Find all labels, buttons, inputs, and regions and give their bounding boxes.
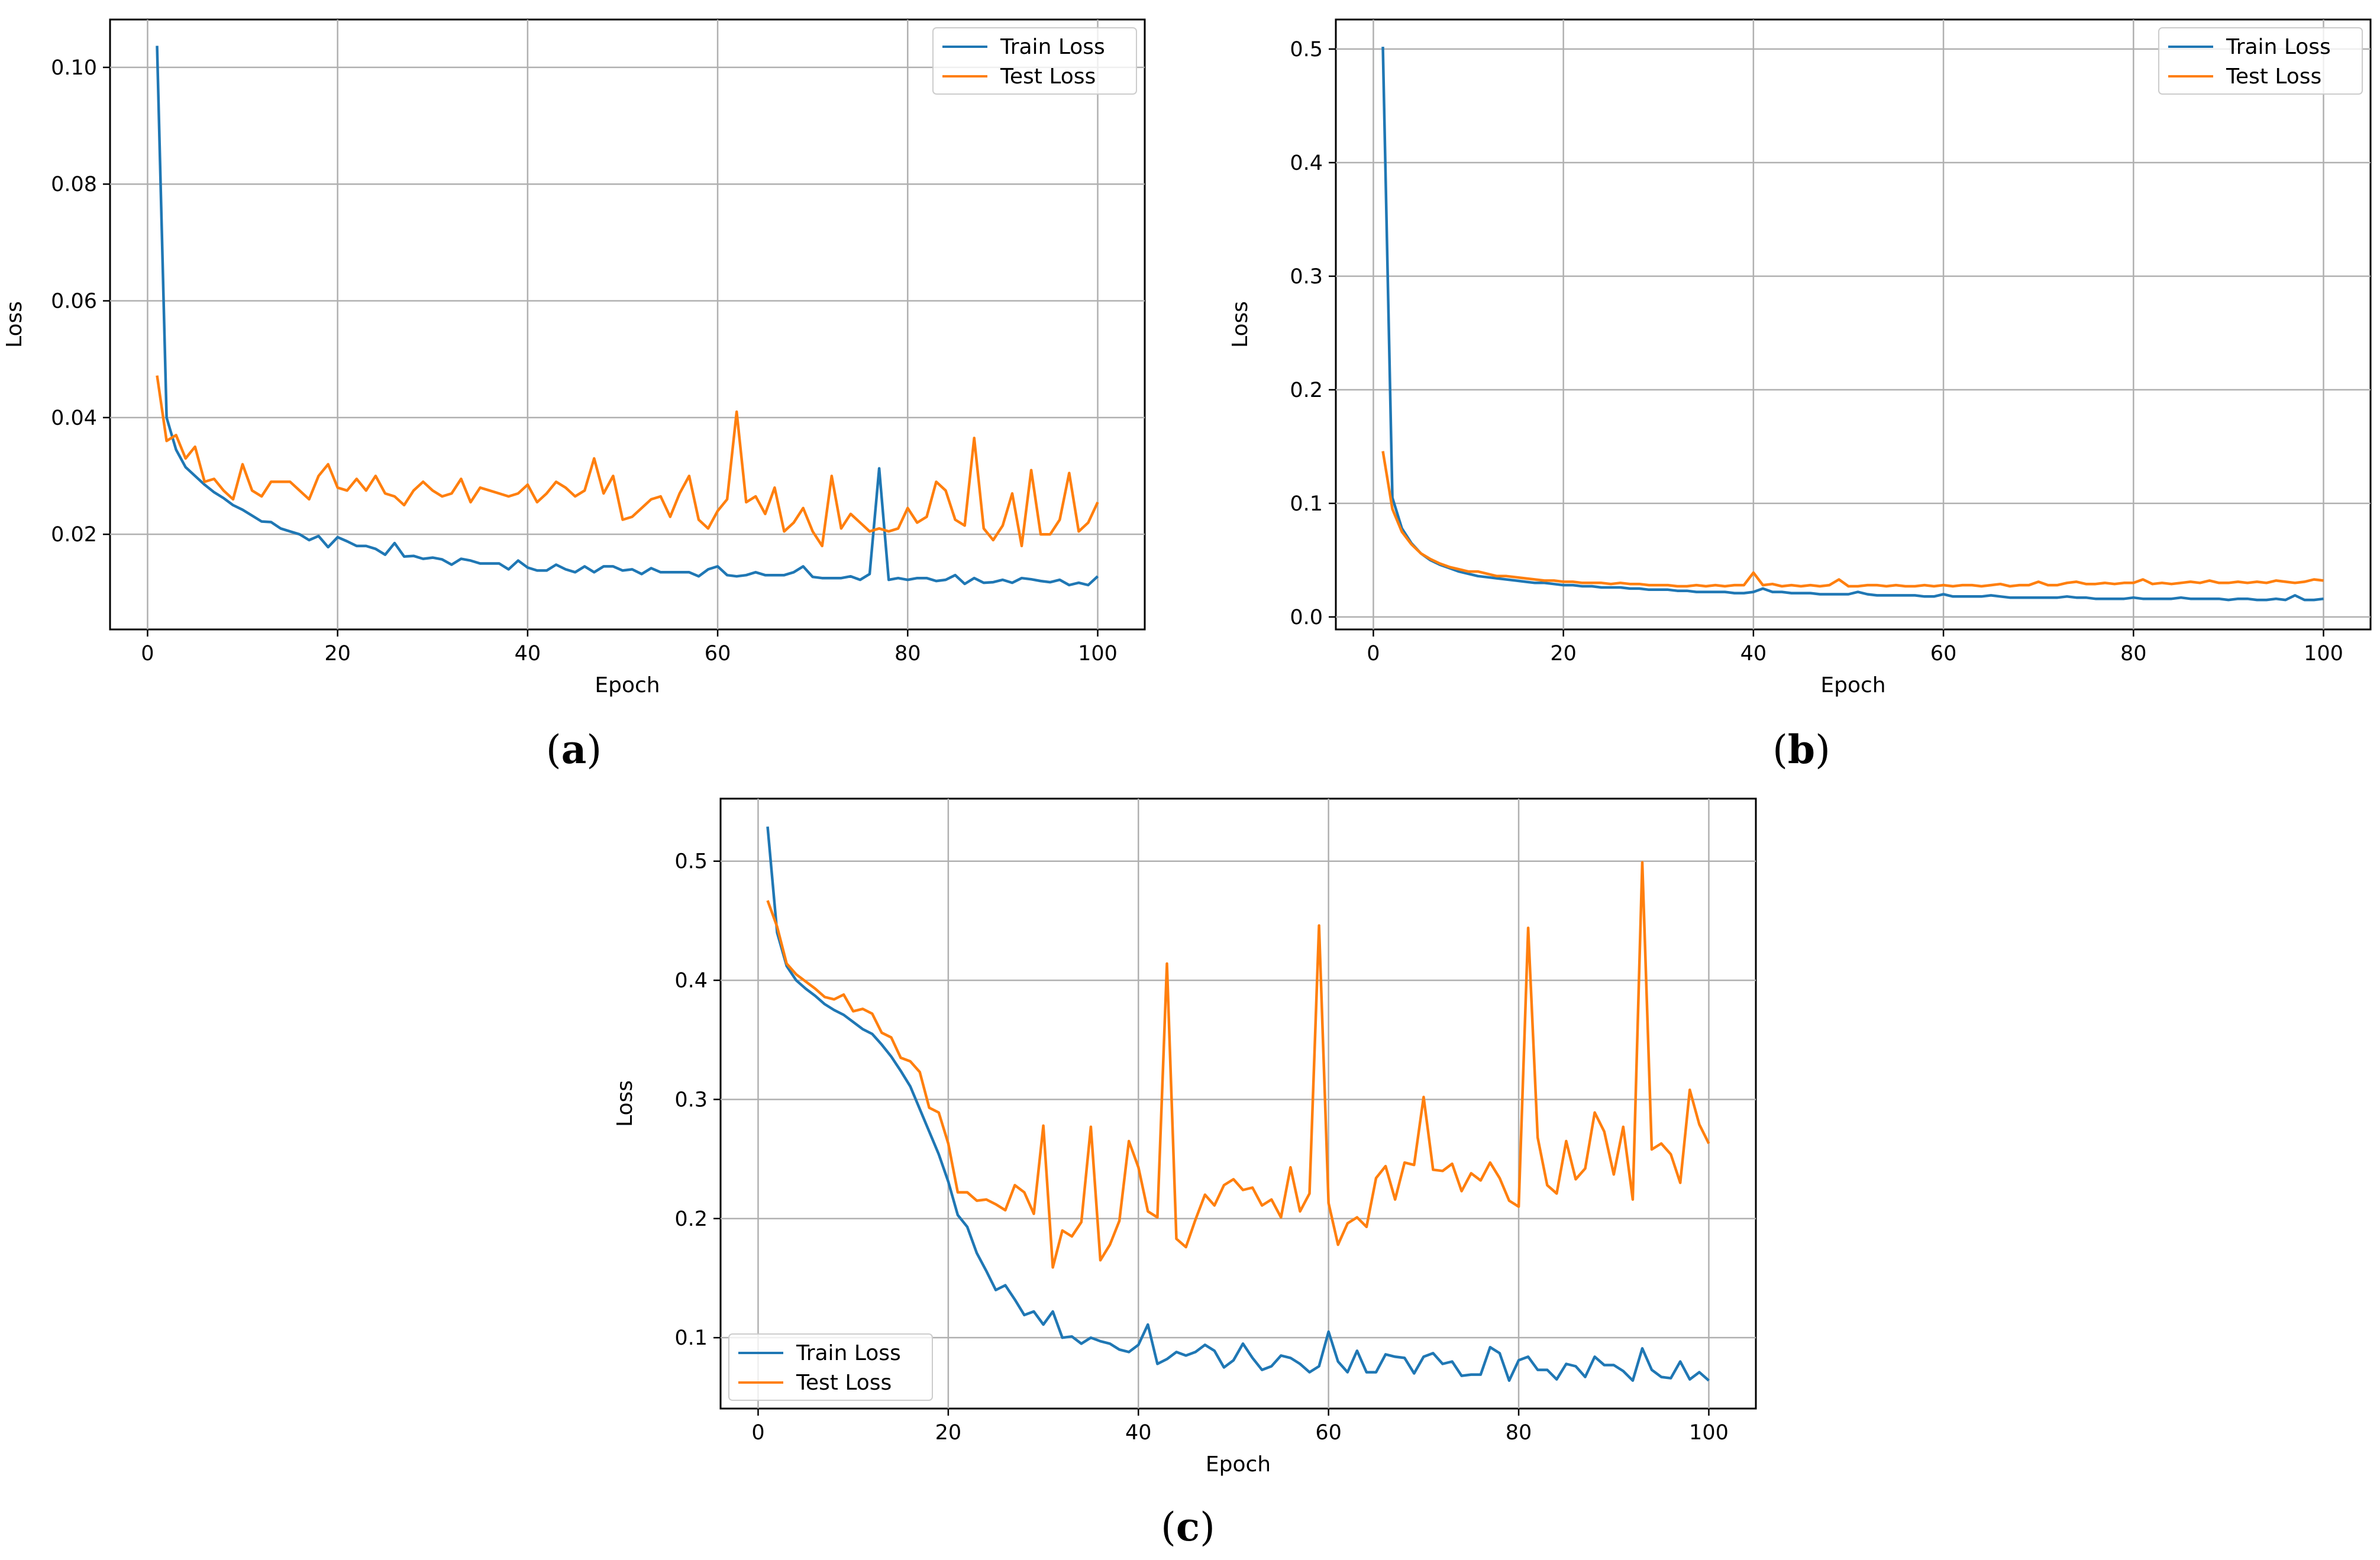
x-tick-label-a: 100 — [1078, 642, 1118, 666]
y-axis-label-b: Loss — [1228, 301, 1252, 348]
series-lines-a — [156, 46, 1099, 587]
grid-b — [1336, 20, 2371, 629]
series-lines-b — [1381, 47, 2324, 602]
series-line-test-a — [156, 375, 1099, 548]
y-tick-label-b: 0.5 — [1290, 38, 1323, 62]
x-tick-label-a: 20 — [324, 642, 351, 666]
y-tick-label-b: 0.0 — [1290, 606, 1323, 629]
grid-a — [110, 20, 1145, 629]
y-axis-label-c: Loss — [613, 1080, 637, 1127]
legend-entry-test-a: Test Loss — [1000, 64, 1096, 89]
y-tick-label-c: 0.5 — [674, 850, 708, 874]
y-tick-label-c: 0.1 — [674, 1326, 708, 1350]
subplot-c: 0 20 40 60 80 100 0.1 0.2 0.3 0.4 0.5 Epoch Loss T… — [613, 797, 1757, 1550]
series-line-test-c — [766, 861, 1710, 1269]
x-tick-label-b: 0 — [1367, 642, 1380, 666]
grid-c — [721, 799, 1756, 1409]
ticks-c: 0 20 40 60 80 100 0.1 0.2 0.3 0.4 0.5 — [674, 850, 1729, 1445]
x-tick-label-c: 100 — [1689, 1421, 1729, 1445]
plot-area-c — [719, 797, 1757, 1410]
series-line-test-b — [1381, 451, 2324, 588]
y-tick-label-b: 0.1 — [1290, 492, 1323, 516]
x-axis-label-a: Epoch — [595, 673, 660, 697]
x-tick-label-c: 40 — [1125, 1421, 1152, 1445]
legend-entry-test-c: Test Loss — [796, 1371, 892, 1395]
subplot-b: 0 20 40 60 80 100 0.0 0.1 0.2 0.3 0.4 0.5 Epoch Los… — [1228, 18, 2372, 773]
series-lines-c — [766, 826, 1710, 1382]
x-tick-label-c: 0 — [751, 1421, 764, 1445]
plot-area-b — [1335, 18, 2372, 631]
y-tick-label-b: 0.3 — [1290, 265, 1323, 289]
caption-letter-b: b — [1788, 726, 1815, 773]
x-tick-label-c: 60 — [1315, 1421, 1342, 1445]
y-tick-label-b: 0.4 — [1290, 151, 1323, 175]
caption-letter-a: a — [561, 726, 587, 773]
y-tick-label-a: 0.06 — [51, 290, 97, 314]
x-tick-label-a: 40 — [515, 642, 541, 666]
x-tick-label-b: 60 — [1930, 642, 1957, 666]
y-tick-label-c: 0.4 — [674, 969, 708, 993]
y-tick-label-c: 0.3 — [674, 1088, 708, 1112]
legend-entry-train-b: Train Loss — [2226, 35, 2331, 59]
y-axis-label-a: Loss — [2, 301, 27, 348]
series-line-train-b — [1381, 47, 2324, 602]
y-tick-label-a: 0.08 — [51, 173, 97, 196]
legend-b: Train Loss Test Loss — [2158, 27, 2363, 95]
caption-letter-c: c — [1176, 1504, 1200, 1550]
x-tick-label-a: 60 — [705, 642, 731, 666]
plot-area-a — [109, 18, 1146, 631]
y-tick-label-a: 0.10 — [51, 56, 97, 80]
x-axis-label-c: Epoch — [1206, 1452, 1271, 1477]
x-tick-label-c: 20 — [935, 1421, 962, 1445]
y-tick-label-a: 0.04 — [51, 406, 97, 430]
x-tick-label-a: 0 — [141, 642, 154, 666]
x-tick-label-b: 100 — [2304, 642, 2343, 666]
y-tick-label-b: 0.2 — [1290, 379, 1323, 402]
legend-entry-test-b: Test Loss — [2226, 64, 2321, 89]
caption-a: (a) — [546, 726, 602, 773]
x-axis-label-b: Epoch — [1820, 673, 1885, 697]
legend-entry-train-c: Train Loss — [796, 1341, 901, 1365]
x-tick-label-a: 80 — [894, 642, 921, 666]
x-tick-label-b: 80 — [2120, 642, 2147, 666]
x-tick-label-b: 40 — [1740, 642, 1767, 666]
legend-a: Train Loss Test Loss — [932, 27, 1137, 95]
caption-b: (b) — [1772, 726, 1830, 773]
series-line-train-c — [766, 826, 1710, 1382]
legend-c: Train Loss Test Loss — [728, 1333, 933, 1401]
x-tick-label-c: 80 — [1506, 1421, 1532, 1445]
legend-entry-train-a: Train Loss — [1000, 35, 1105, 59]
y-tick-label-c: 0.2 — [674, 1207, 708, 1231]
ticks-a: 0 20 40 60 80 100 0.02 0.04 0.06 0.08 0.10 — [51, 56, 1118, 666]
caption-c: (c) — [1161, 1504, 1215, 1550]
series-line-train-a — [156, 46, 1099, 587]
subplot-a: 0 20 40 60 80 100 0.02 0.04 0.06 0.08 0.10 Epoch L… — [2, 18, 1146, 773]
y-tick-label-a: 0.02 — [51, 523, 97, 547]
ticks-b: 0 20 40 60 80 100 0.0 0.1 0.2 0.3 0.4 0.5 — [1290, 38, 2343, 666]
x-tick-label-b: 20 — [1550, 642, 1577, 666]
